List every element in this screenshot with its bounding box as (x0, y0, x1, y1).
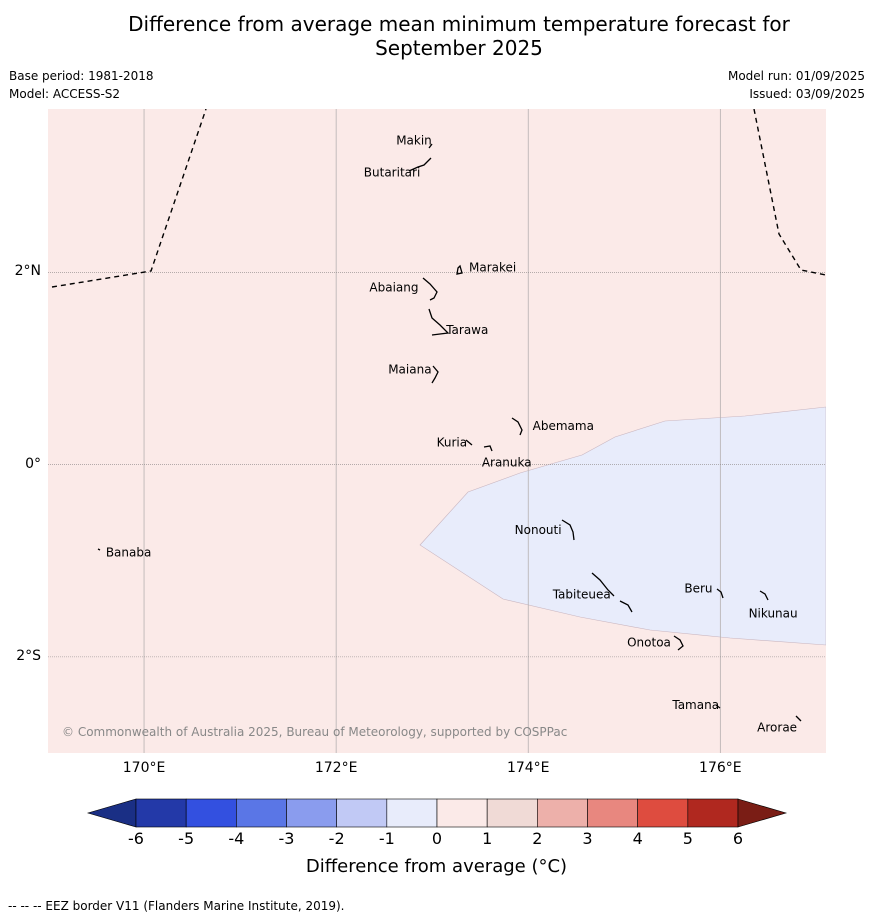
island-label-abaiang: Abaiang (369, 281, 418, 295)
island-label-arorae: Arorae (757, 720, 797, 734)
island-abemama-shape (511, 417, 523, 436)
island-maiana-shape (431, 365, 439, 384)
issued-date: Issued: 03/09/2025 (749, 87, 865, 101)
island-tamana-shape (715, 704, 721, 709)
island-nonouti-shape (561, 519, 575, 541)
colorbar-segment (436, 798, 488, 828)
island-label-tarawa: Tarawa (445, 323, 488, 337)
island-labels: Makin Butaritari Marakei Abaiang Tarawa Maian… (106, 134, 798, 735)
colorbar-tick-label: -2 (328, 829, 345, 848)
colorbar-segment (587, 798, 638, 828)
island-label-makin: Makin (396, 134, 432, 148)
island-shapes (97, 143, 802, 722)
island-label-abemama: Abemama (533, 419, 594, 433)
colorbar-segment (486, 798, 538, 828)
colorbar-segment (135, 798, 187, 828)
colorbar-segment (637, 798, 689, 828)
island-marakei-shape (456, 264, 463, 275)
latitude-label: 2°S (16, 647, 41, 664)
colorbar-tick-label: -4 (228, 829, 245, 848)
island-tarawa-shape (428, 308, 450, 336)
colorbar-over-arrow (737, 798, 788, 828)
copyright-notice: © Commonwealth of Australia 2025, Bureau… (62, 725, 567, 739)
title-line-1: Difference from average mean minimum tem… (128, 12, 790, 36)
model-name: Model: ACCESS-S2 (9, 87, 121, 101)
island-label-tamana: Tamana (671, 698, 719, 712)
island-kuria-shape (465, 439, 473, 446)
island-label-nikunau: Nikunau (749, 606, 798, 620)
island-label-onotoa: Onotoa (627, 635, 671, 649)
island-label-butaritari: Butaritari (364, 166, 421, 180)
colorbar-tick-label: 0 (431, 829, 443, 848)
island-label-banaba: Banaba (106, 545, 152, 559)
island-label-aranuka: Aranuka (482, 455, 532, 469)
colorbar-tick-label: 6 (732, 829, 744, 848)
colorbar-tick-label: 1 (482, 829, 493, 848)
colorbar-segment (386, 798, 438, 828)
colorbar-tick-label: 5 (682, 829, 693, 848)
colorbar-tick-label: 3 (582, 829, 593, 848)
eez-borders (51, 109, 826, 288)
island-label-tabiteuea: Tabiteuea (552, 587, 611, 601)
longitude-label: 172°E (314, 760, 358, 776)
island-label-nonouti: Nonouti (515, 523, 562, 537)
base-period: Base period: 1981-2018 (9, 69, 154, 83)
colorbar (86, 798, 788, 828)
longitude-label: 176°E (699, 760, 742, 776)
longitude-label: 170°E (122, 760, 166, 776)
longitude-label: 174°E (506, 760, 550, 776)
island-nikunau-shape (759, 590, 769, 601)
island-label-maiana: Maiana (388, 362, 431, 376)
island-label-marakei: Marakei (469, 260, 516, 274)
island-arorae-shape (795, 715, 802, 722)
island-onotoa-shape (673, 635, 684, 651)
meta-left: Base period: 1981-2018 Model: ACCESS-S2 (9, 67, 154, 103)
colorbar-tick-label: -6 (128, 829, 144, 848)
island-label-beru: Beru (684, 581, 712, 595)
island-aranuka-shape (483, 445, 493, 452)
island-banaba-shape (97, 548, 101, 551)
island-label-kuria: Kuria (437, 436, 468, 450)
colorbar-segment (336, 798, 388, 828)
island-abaiang-shape (422, 277, 438, 301)
island-butaritari-shape (408, 157, 432, 172)
cooler-anomaly-region (419, 406, 826, 646)
colorbar-segment (286, 798, 337, 828)
latitude-label: 2°N (14, 263, 41, 280)
colorbar-tick-label: -1 (378, 829, 395, 848)
colorbar-tick-label: 4 (632, 829, 643, 848)
latitude-label: 0° (25, 455, 41, 472)
colorbar-segment (236, 798, 287, 828)
gridlines (48, 109, 826, 753)
colorbar-tick-label: -5 (178, 829, 195, 848)
colorbar-label: Difference from average (°C) (305, 856, 568, 877)
colorbar-tick-label: -3 (278, 829, 295, 848)
eez-border-note: -- -- -- EEZ border V11 (Flanders Marine… (8, 899, 345, 913)
island-makin-shape (428, 143, 433, 149)
colorbar-tick-label: 2 (532, 829, 543, 848)
colorbar-segment (687, 798, 739, 828)
colorbar-segment (185, 798, 237, 828)
chart-title: Difference from average mean minimum tem… (0, 12, 873, 60)
eez-border-east (753, 109, 826, 276)
colorbar-under-arrow (86, 798, 137, 828)
eez-border-west (51, 109, 207, 288)
model-run: Model run: 01/09/2025 (727, 69, 865, 83)
island-beru-shape (716, 588, 724, 599)
colorbar-segment (537, 798, 588, 828)
island-tabiteuea-shape (591, 572, 633, 613)
title-line-2: September 2025 (375, 36, 543, 60)
meta-right: Model run: 01/09/2025 Issued: 03/09/2025 (728, 67, 865, 103)
